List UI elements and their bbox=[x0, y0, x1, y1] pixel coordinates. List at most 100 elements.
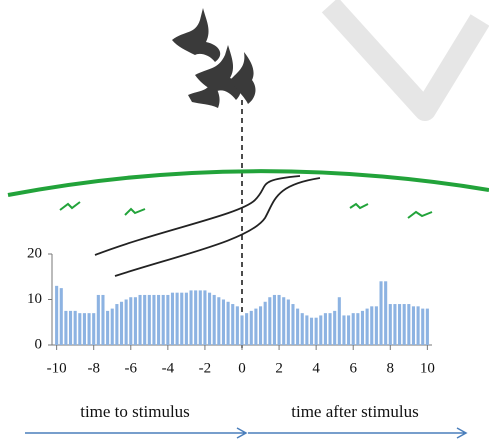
bar bbox=[375, 306, 378, 345]
bar bbox=[296, 309, 299, 345]
bar bbox=[250, 311, 253, 345]
bar bbox=[319, 315, 322, 345]
bar bbox=[329, 313, 332, 345]
bar bbox=[305, 315, 308, 345]
time-arrows bbox=[25, 428, 466, 438]
bar bbox=[240, 315, 243, 345]
bar bbox=[291, 304, 294, 345]
bar bbox=[366, 309, 369, 345]
bar bbox=[398, 304, 401, 345]
bar bbox=[273, 295, 276, 345]
bar bbox=[407, 304, 410, 345]
bar bbox=[315, 318, 318, 345]
bar bbox=[203, 290, 206, 345]
x-tick-label: 6 bbox=[349, 360, 357, 376]
bar bbox=[69, 311, 72, 345]
bar bbox=[129, 297, 132, 345]
bar bbox=[227, 302, 230, 345]
x-tick-label: -8 bbox=[87, 360, 100, 376]
bar bbox=[403, 304, 406, 345]
bar bbox=[370, 306, 373, 345]
bar bbox=[259, 306, 262, 345]
bar bbox=[324, 313, 327, 345]
bar bbox=[115, 304, 118, 345]
bar bbox=[97, 295, 100, 345]
bar bbox=[64, 311, 67, 345]
bar bbox=[389, 304, 392, 345]
bar bbox=[152, 295, 155, 345]
bar bbox=[412, 306, 415, 345]
plot: 0 10 20 -10 -8 -6 -4 -2 0 2 4 6 8 10 bbox=[27, 245, 435, 376]
bar bbox=[180, 293, 183, 345]
bar bbox=[139, 295, 142, 345]
x-tick-label: -10 bbox=[47, 360, 67, 376]
x-tick-label: -2 bbox=[199, 360, 212, 376]
bar bbox=[125, 300, 128, 346]
bar bbox=[157, 295, 160, 345]
bar bbox=[111, 309, 114, 345]
bar bbox=[338, 297, 341, 345]
annotation: time after stimulus bbox=[291, 402, 418, 421]
bar bbox=[189, 290, 192, 345]
trajectories bbox=[95, 176, 320, 276]
bar bbox=[166, 295, 169, 345]
bar bbox=[310, 318, 313, 345]
figure: 0 10 20 -10 -8 -6 -4 -2 0 2 4 6 8 10 time to stimulus… bbox=[0, 0, 489, 439]
bar bbox=[120, 302, 123, 345]
bar bbox=[278, 295, 281, 345]
bar bbox=[301, 313, 304, 345]
x-tick-label: 2 bbox=[275, 360, 283, 376]
x-tick-label: -6 bbox=[125, 360, 138, 376]
bar bbox=[356, 313, 359, 345]
bar bbox=[393, 304, 396, 345]
bar bbox=[171, 293, 174, 345]
bar bbox=[426, 309, 429, 345]
x-tick-label: 8 bbox=[387, 360, 395, 376]
bar bbox=[384, 281, 387, 345]
bar bbox=[347, 315, 350, 345]
x-tick-label: 10 bbox=[420, 360, 435, 376]
bar bbox=[143, 295, 146, 345]
bar bbox=[106, 311, 109, 345]
bar bbox=[287, 300, 290, 346]
bar bbox=[74, 311, 77, 345]
y-tick-label: 20 bbox=[27, 245, 42, 261]
x-tick-label: -4 bbox=[162, 360, 175, 376]
bar bbox=[88, 313, 91, 345]
bar bbox=[185, 293, 188, 345]
bar bbox=[92, 313, 95, 345]
bar bbox=[55, 286, 58, 345]
bar bbox=[342, 315, 345, 345]
plants bbox=[60, 202, 432, 218]
bar bbox=[208, 293, 211, 345]
bar bbox=[213, 295, 216, 345]
birds bbox=[172, 8, 255, 108]
watermark bbox=[330, 5, 480, 110]
bar bbox=[83, 313, 86, 345]
bar bbox=[417, 306, 420, 345]
bar bbox=[268, 297, 271, 345]
bar bbox=[199, 290, 202, 345]
bar bbox=[60, 288, 63, 345]
bar bbox=[162, 295, 165, 345]
bar bbox=[101, 295, 104, 345]
y-tick-label: 0 bbox=[35, 336, 43, 352]
water-surface bbox=[8, 171, 489, 195]
bar bbox=[236, 306, 239, 345]
annotation: time to stimulus bbox=[80, 402, 190, 421]
bar bbox=[379, 281, 382, 345]
bar bbox=[333, 311, 336, 345]
bar bbox=[282, 297, 285, 345]
bar bbox=[231, 304, 234, 345]
bar bbox=[217, 297, 220, 345]
bar bbox=[78, 313, 81, 345]
bar bbox=[264, 302, 267, 345]
y-tick-label: 10 bbox=[27, 291, 42, 307]
bar bbox=[176, 293, 179, 345]
bar bbox=[361, 311, 364, 345]
x-tick-label: 4 bbox=[312, 360, 320, 376]
x-tick-label: 0 bbox=[238, 360, 246, 376]
bar bbox=[421, 309, 424, 345]
bar bbox=[352, 313, 355, 345]
bar bbox=[194, 290, 197, 345]
